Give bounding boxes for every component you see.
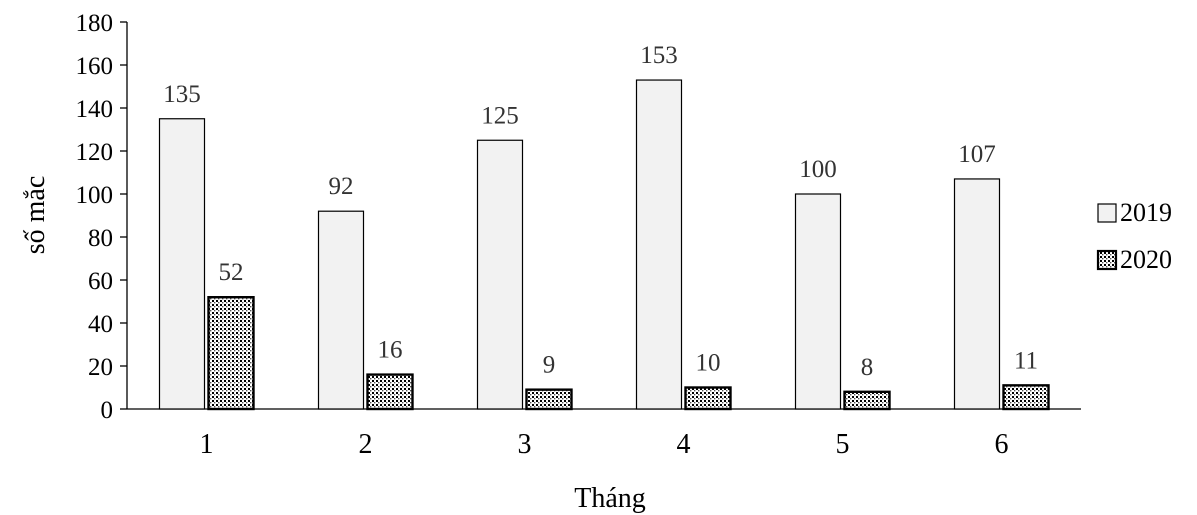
x-tick-label: 1 [200, 429, 214, 460]
y-axis: 0 20 40 60 80 100 120 140 160 180 [76, 10, 128, 424]
legend-swatch-2019 [1097, 203, 1117, 223]
y-tick-label: 120 [76, 139, 114, 166]
y-tick-label: 60 [88, 268, 113, 295]
x-tick-label: 2 [359, 429, 373, 460]
x-axis: 1 2 3 4 5 6 [127, 408, 1081, 460]
y-axis-title: số mắc [20, 176, 51, 255]
data-label-2020-2: 16 [378, 337, 403, 364]
data-label-2020-3: 9 [543, 352, 556, 379]
x-tick-label: 6 [995, 429, 1009, 460]
data-label-2019-2: 92 [329, 173, 354, 200]
bar-2020-5 [843, 390, 891, 411]
bar-2020-3 [525, 388, 573, 411]
y-tick-label: 100 [76, 182, 114, 209]
bar-2020-6 [1002, 384, 1050, 411]
data-label-2019-3: 125 [481, 102, 519, 129]
bar-2020-2 [366, 373, 414, 411]
data-label-2019-1: 135 [163, 81, 201, 108]
bar-2019-6 [953, 178, 1001, 410]
x-tick-label: 5 [836, 429, 850, 460]
y-tick-label: 160 [76, 53, 114, 80]
data-label-2019-4: 153 [640, 42, 678, 69]
bar-2019-4 [635, 79, 683, 410]
data-label-2020-4: 10 [696, 350, 721, 377]
y-tick-label: 40 [88, 311, 113, 338]
legend: 2019 2020 [1096, 198, 1172, 274]
data-label-2020-6: 11 [1014, 347, 1038, 374]
y-tick-label: 180 [76, 10, 114, 37]
x-axis-title: Tháng [574, 483, 646, 514]
y-tick-label: 140 [76, 96, 114, 123]
data-label-2020-5: 8 [861, 354, 874, 381]
y-tick-label: 20 [88, 354, 113, 381]
data-label-2019-5: 100 [799, 156, 837, 183]
bar-2019-5 [794, 193, 842, 410]
bar-2019-2 [317, 210, 365, 410]
x-tick-label: 3 [518, 429, 532, 460]
data-label-2019-6: 107 [958, 141, 996, 168]
bar-2020-4 [684, 386, 732, 411]
legend-label-2020: 2020 [1120, 245, 1172, 274]
legend-swatch-2020 [1096, 249, 1118, 271]
bar-2020-1 [207, 296, 255, 411]
data-labels: 135 52 92 16 125 9 153 10 100 8 107 11 [163, 42, 1038, 381]
legend-label-2019: 2019 [1120, 198, 1172, 227]
x-tick-label: 4 [677, 429, 691, 460]
bar-2019-3 [476, 139, 524, 410]
y-tick-label: 0 [101, 397, 114, 424]
y-tick-label: 80 [88, 225, 113, 252]
data-label-2020-1: 52 [219, 259, 244, 286]
bar-2019-1 [158, 118, 206, 410]
bars [158, 79, 1050, 411]
